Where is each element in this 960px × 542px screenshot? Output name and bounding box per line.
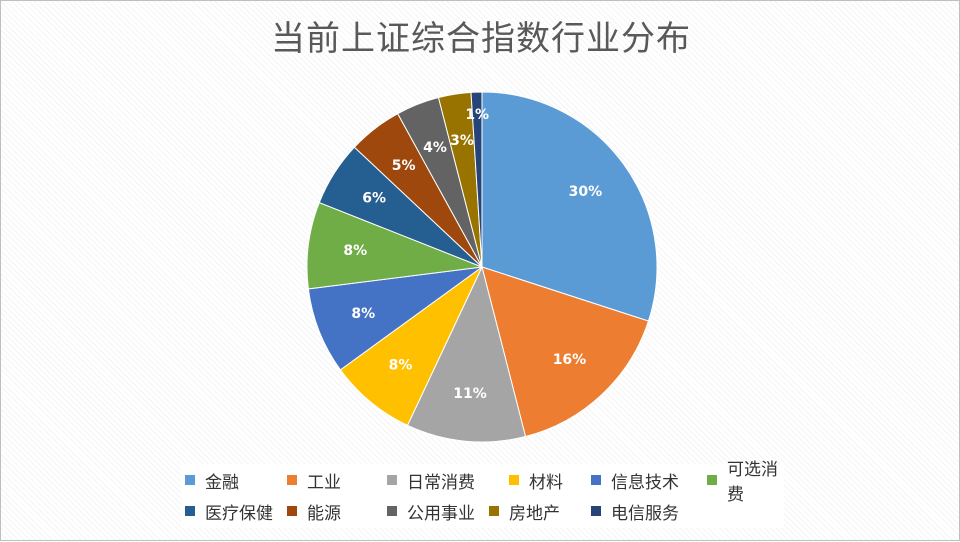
legend-swatch [387, 475, 397, 485]
legend-label: 材料 [529, 472, 563, 493]
data-label-10: 3% [450, 133, 474, 149]
legend-label: 工业 [307, 472, 341, 493]
legend-item-8: 能源 [287, 499, 341, 524]
legend-swatch [489, 506, 499, 516]
legend-item-6: 可选消费 [707, 460, 784, 505]
data-label-11: 1% [465, 107, 489, 123]
data-label-4: 8% [389, 357, 413, 373]
data-label-9: 4% [423, 140, 447, 156]
legend-swatch [591, 475, 601, 485]
legend-label: 电信服务 [611, 503, 679, 524]
data-label-3: 11% [453, 386, 487, 402]
data-label-5: 8% [351, 306, 375, 322]
legend-item-11: 电信服务 [591, 499, 679, 524]
legend-label: 金融 [205, 472, 239, 493]
legend-label: 能源 [307, 503, 341, 524]
chart-title: 当前上证综合指数行业分布 [271, 19, 691, 59]
legend-label: 医疗保健 [205, 503, 273, 524]
pie-slice-3 [406, 265, 527, 443]
legend-label: 信息技术 [611, 472, 679, 493]
legend: 金融 工业 日常消费 材料 信息技术 可选消费医疗保健 能源 公用事业 房地产 电信服务 [181, 460, 784, 528]
legend-label: 可选消费 [727, 460, 778, 505]
legend-item-10: 房地产 [489, 499, 560, 524]
legend-swatch [591, 506, 601, 516]
legend-swatch [287, 506, 297, 516]
legend-swatch [185, 475, 195, 485]
legend-label: 公用事业 [407, 503, 475, 524]
pie-slice-2 [481, 266, 650, 438]
legend-item-7: 医疗保健 [185, 499, 273, 524]
data-label-1: 30% [569, 184, 603, 200]
data-label-8: 5% [392, 158, 416, 174]
legend-swatch [387, 506, 397, 516]
legend-swatch [287, 475, 297, 485]
legend-item-3: 日常消费 [387, 468, 475, 493]
legend-swatch [707, 475, 717, 485]
legend-label: 日常消费 [407, 472, 475, 493]
legend-item-4: 材料 [509, 468, 563, 493]
legend-swatch [185, 506, 195, 516]
legend-item-2: 工业 [287, 468, 341, 493]
pie-slice-11 [470, 91, 483, 268]
legend-item-9: 公用事业 [387, 499, 475, 524]
data-label-2: 16% [553, 352, 587, 368]
legend-item-5: 信息技术 [591, 468, 679, 493]
legend-swatch [509, 475, 519, 485]
pie-slice-1 [481, 91, 658, 322]
legend-item-1: 金融 [185, 468, 239, 493]
legend-label: 房地产 [509, 503, 560, 524]
data-label-7: 6% [362, 191, 386, 207]
data-label-6: 8% [343, 243, 367, 259]
